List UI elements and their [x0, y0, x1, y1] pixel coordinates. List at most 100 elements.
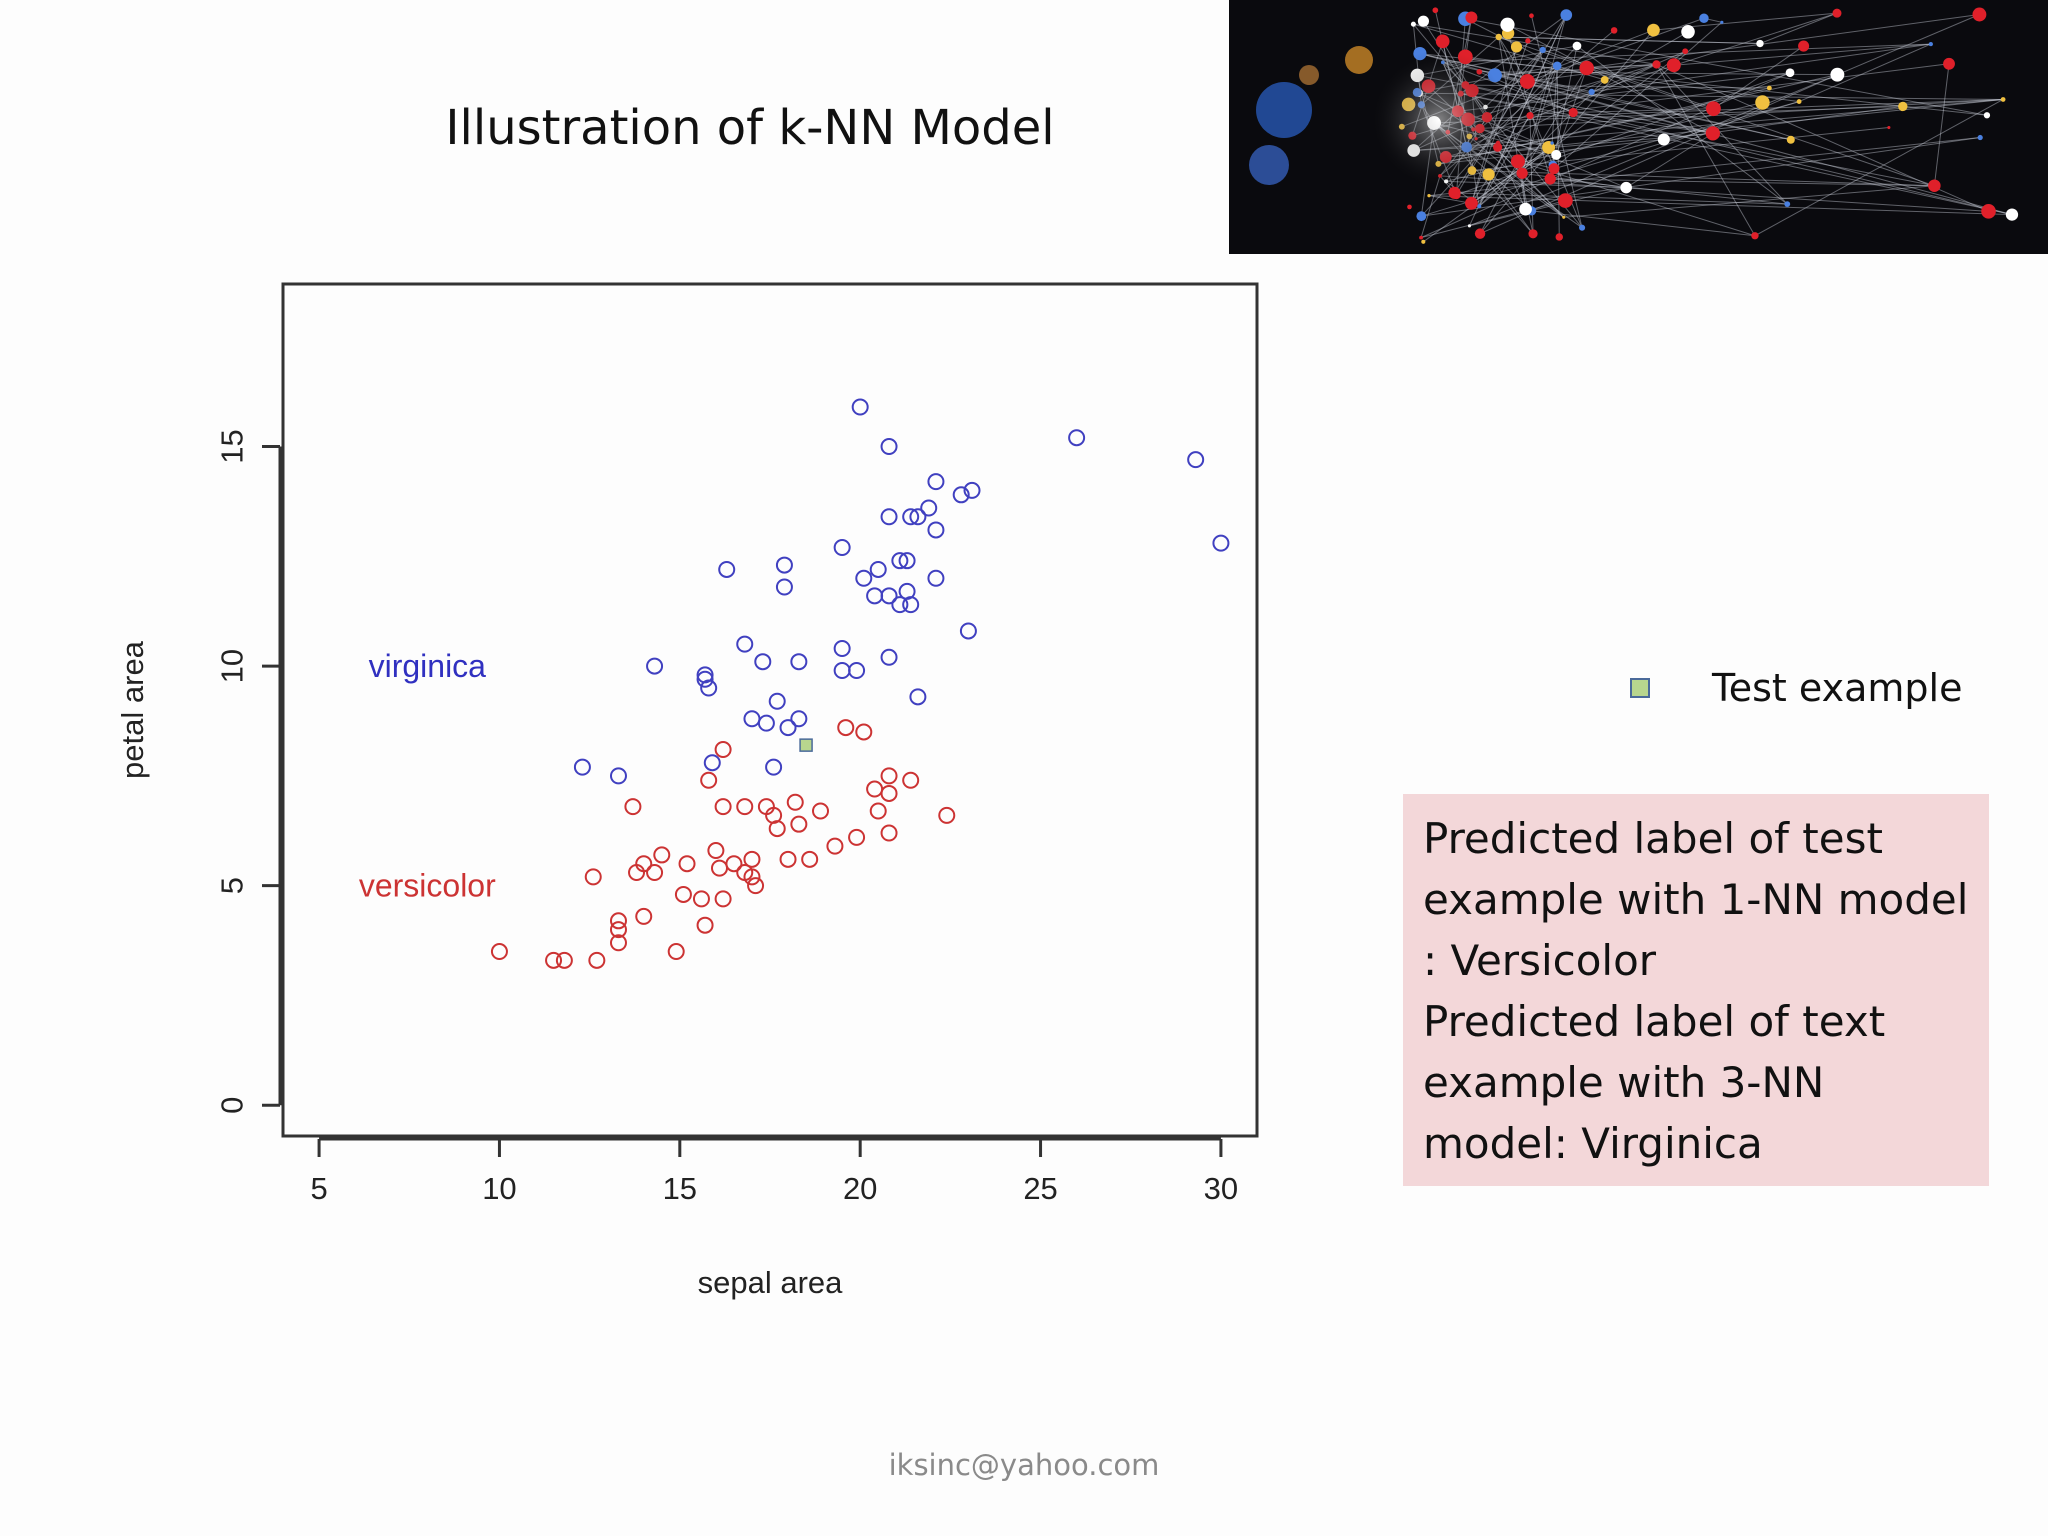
virginica-point: [743, 710, 761, 728]
versicolor-point: [714, 798, 732, 816]
virginica-point: [963, 481, 981, 499]
versicolor-point: [490, 943, 508, 961]
versicolor-point: [678, 855, 696, 873]
versicolor-point: [736, 798, 754, 816]
virginica-point: [880, 648, 898, 666]
versicolor-point: [880, 767, 898, 785]
plot-frame: [281, 282, 1259, 1138]
versicolor-point: [588, 951, 606, 969]
y-tick-label: 10: [215, 649, 250, 683]
versicolor-point: [790, 815, 808, 833]
virginica-point: [1187, 451, 1205, 469]
virginica-point: [869, 560, 887, 578]
y-axis-label: petal area: [115, 640, 150, 779]
virginica-point: [902, 596, 920, 614]
versicolor-point: [714, 741, 732, 759]
versicolor-point: [768, 820, 786, 838]
versicolor-point: [653, 846, 671, 864]
virginica-point: [898, 552, 916, 570]
versicolor-point: [667, 943, 685, 961]
test-example-label: Test example: [1712, 666, 1963, 710]
virginica-point: [646, 657, 664, 675]
x-axis-label: sepal area: [698, 1265, 844, 1300]
virginica-point: [779, 719, 797, 737]
virginica-point: [833, 640, 851, 658]
virginica-point: [880, 437, 898, 455]
versicolor-point: [707, 842, 725, 860]
versicolor-point: [743, 850, 761, 868]
x-tick-label: 30: [1204, 1171, 1238, 1206]
virginica-point: [880, 508, 898, 526]
versicolor-point: [696, 916, 714, 934]
prediction-3nn: Predicted label of text example with 3-N…: [1423, 997, 1886, 1168]
versicolor-point: [692, 890, 710, 908]
virginica-point: [790, 653, 808, 671]
virginica-point: [775, 578, 793, 596]
test-example-legend: Test example: [1630, 666, 1962, 710]
virginica-point: [696, 670, 714, 688]
versicolor-annotation: versicolor: [359, 868, 496, 904]
versicolor-point: [812, 802, 830, 820]
test-example-point: [799, 738, 813, 752]
virginica-point: [736, 635, 754, 653]
virginica-point: [927, 521, 945, 539]
versicolor-point: [624, 798, 642, 816]
footer-email: iksinc@yahoo.com: [888, 1448, 1160, 1482]
network-graph-image: [1229, 0, 2048, 254]
versicolor-point: [779, 850, 797, 868]
virginica-point: [855, 569, 873, 587]
scatter-plot: 5 10 15 20 25 30 0 5 10 15 virginica versicolor s…: [115, 282, 1259, 1300]
virginica-point: [927, 473, 945, 491]
virginica-point: [833, 661, 851, 679]
versicolor-point: [880, 784, 898, 802]
slide-title: Illustration of k-NN Model: [445, 100, 1055, 156]
versicolor-point: [826, 837, 844, 855]
y-tick-label: 0: [215, 1097, 250, 1114]
x-tick-label: 10: [482, 1171, 516, 1206]
versicolor-point: [635, 907, 653, 925]
versicolor-point: [725, 855, 743, 873]
virginica-point: [1068, 429, 1086, 447]
virginica-point: [718, 560, 736, 578]
virginica-point: [880, 587, 898, 605]
virginica-point: [927, 569, 945, 587]
versicolor-point: [710, 859, 728, 877]
test-example-marker: [1630, 678, 1650, 698]
versicolor-point: [786, 793, 804, 811]
annotations: virginica versicolor: [359, 648, 496, 904]
virginica-point: [848, 661, 866, 679]
virginica-point: [573, 758, 591, 776]
x-axis: 5 10 15 20 25 30: [310, 1137, 1238, 1206]
virginica-point: [757, 714, 775, 732]
prediction-box: Predicted label of test example with 1-N…: [1403, 794, 1989, 1186]
versicolor-point: [646, 863, 664, 881]
versicolor-point: [628, 863, 646, 881]
virginica-point: [609, 767, 627, 785]
versicolor-point: [674, 885, 692, 903]
versicolor-point: [866, 780, 884, 798]
virginica-point: [909, 508, 927, 526]
virginica-point: [909, 688, 927, 706]
prediction-1nn: Predicted label of test example with 1-N…: [1423, 814, 1969, 985]
virginica-point: [866, 587, 884, 605]
virginica-point: [700, 679, 718, 697]
virginica-point: [959, 622, 977, 640]
virginica-annotation: virginica: [369, 648, 487, 684]
virginica-point: [775, 556, 793, 574]
virginica-point: [891, 596, 909, 614]
versicolor-point: [700, 771, 718, 789]
versicolor-point: [801, 850, 819, 868]
versicolor-point: [584, 868, 602, 886]
versicolor-point: [848, 828, 866, 846]
versicolor-point: [743, 868, 761, 886]
y-tick-label: 5: [215, 877, 250, 894]
virginica-point: [851, 398, 869, 416]
virginica-point: [754, 653, 772, 671]
virginica-point: [768, 692, 786, 710]
x-tick-label: 20: [843, 1171, 877, 1206]
y-tick-label: 15: [215, 429, 250, 463]
virginica-point: [703, 754, 721, 772]
versicolor-point: [609, 912, 627, 930]
versicolor-point: [880, 824, 898, 842]
x-tick-label: 15: [663, 1171, 697, 1206]
